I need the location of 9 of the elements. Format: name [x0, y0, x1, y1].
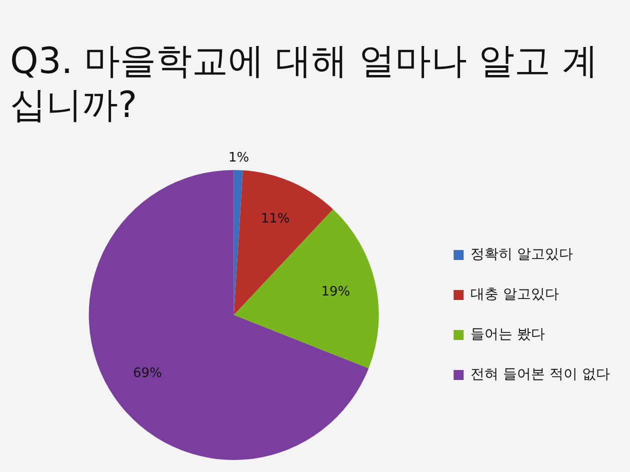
- data-label: 19%: [321, 284, 350, 300]
- legend-label: 들어는 봤다: [470, 326, 546, 343]
- legend-label: 정확히 알고있다: [470, 246, 574, 263]
- data-label: 11%: [260, 212, 290, 227]
- chart-title: Q3. 마을학교에 대해 얼마나 알고 계십니까?: [10, 40, 599, 128]
- legend-label: 전혀 들어본 적이 없다: [470, 366, 610, 383]
- data-label: 1%: [228, 150, 250, 166]
- legend-label: 대충 알고있다: [470, 286, 560, 303]
- data-label: 69%: [133, 366, 162, 382]
